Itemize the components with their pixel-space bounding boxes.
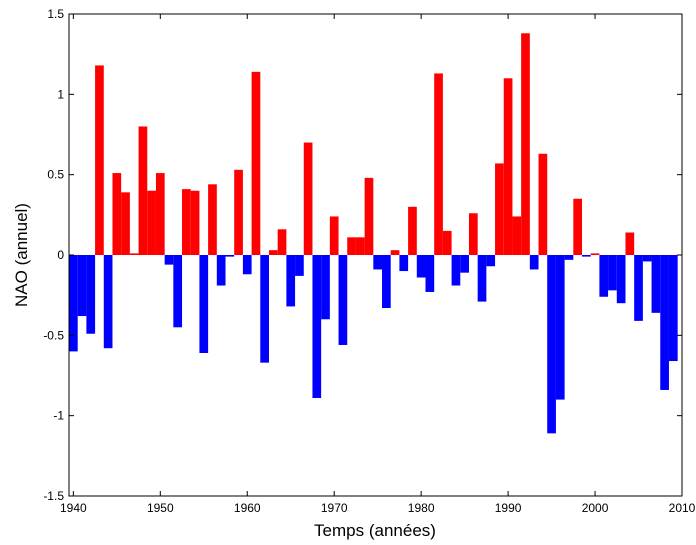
bar	[547, 255, 556, 434]
bar	[434, 73, 443, 256]
bar	[251, 71, 261, 255]
y-tick-label: -1.5	[43, 489, 64, 503]
bar	[468, 213, 478, 255]
x-tick-label: 1960	[234, 501, 261, 515]
bar	[660, 255, 669, 390]
bar	[355, 237, 365, 255]
bar	[129, 253, 139, 255]
bar	[164, 255, 174, 265]
bar	[190, 190, 200, 255]
bar	[138, 126, 148, 255]
x-tick-label: 1980	[408, 501, 435, 515]
bar	[295, 255, 304, 276]
x-tick-label: 1990	[495, 501, 522, 515]
y-tick-label: 0.5	[47, 168, 64, 182]
bar	[103, 255, 113, 349]
bar	[399, 255, 409, 272]
bar	[668, 255, 678, 362]
bar	[338, 255, 348, 345]
bar	[651, 255, 661, 313]
bar	[529, 255, 539, 270]
x-tick-label: 1970	[321, 501, 348, 515]
bar	[555, 255, 565, 400]
bar	[382, 255, 391, 309]
bar	[277, 229, 287, 255]
bar	[512, 216, 522, 255]
bar	[225, 255, 235, 257]
bar	[564, 255, 574, 260]
bar	[582, 255, 591, 257]
bar	[573, 198, 583, 255]
bar	[182, 189, 191, 255]
bar	[373, 255, 383, 270]
bar	[451, 255, 461, 286]
y-tick-label: 1	[57, 87, 64, 101]
bar	[625, 232, 635, 255]
bar	[364, 177, 374, 255]
bar	[312, 255, 322, 398]
bar	[503, 78, 513, 256]
bar	[599, 255, 609, 297]
bar	[69, 255, 78, 352]
bar	[208, 184, 217, 255]
bar	[268, 250, 278, 255]
x-tick-label: 2000	[582, 501, 609, 515]
bar	[147, 190, 156, 255]
y-tick-label: 1.5	[47, 7, 64, 21]
bar	[486, 255, 496, 267]
y-tick-label: -1	[53, 409, 64, 423]
bar	[642, 255, 652, 262]
bar	[460, 255, 469, 273]
bar	[425, 255, 435, 292]
bar	[121, 192, 130, 255]
bar	[77, 255, 87, 317]
bar	[608, 255, 617, 291]
bar	[408, 206, 417, 255]
bar	[321, 255, 330, 320]
bar	[347, 237, 356, 255]
bar	[155, 173, 165, 255]
x-tick-label: 1940	[60, 501, 87, 515]
bar	[442, 230, 452, 255]
bar	[242, 255, 252, 275]
bar	[86, 255, 96, 334]
bar	[634, 255, 643, 321]
bar	[477, 255, 487, 302]
bar	[416, 255, 426, 278]
bar	[95, 65, 104, 255]
bar	[495, 163, 504, 255]
bar	[216, 255, 226, 286]
bar	[538, 153, 548, 255]
y-tick-label: 0	[57, 248, 64, 262]
bar	[329, 216, 339, 255]
bar	[173, 255, 183, 328]
bar	[199, 255, 209, 354]
bar	[286, 255, 296, 307]
bar	[616, 255, 626, 304]
bar	[590, 253, 600, 255]
bar	[112, 173, 122, 255]
y-tick-label: -0.5	[43, 328, 64, 342]
bar	[303, 142, 313, 255]
bar	[234, 169, 243, 255]
bar	[260, 255, 269, 363]
x-axis-label: Temps (années)	[314, 521, 436, 540]
y-axis-label: NAO (annuel)	[12, 203, 31, 307]
bar	[390, 250, 400, 255]
x-tick-label: 2010	[669, 501, 696, 515]
x-tick-label: 1950	[147, 501, 174, 515]
bar	[521, 33, 530, 255]
